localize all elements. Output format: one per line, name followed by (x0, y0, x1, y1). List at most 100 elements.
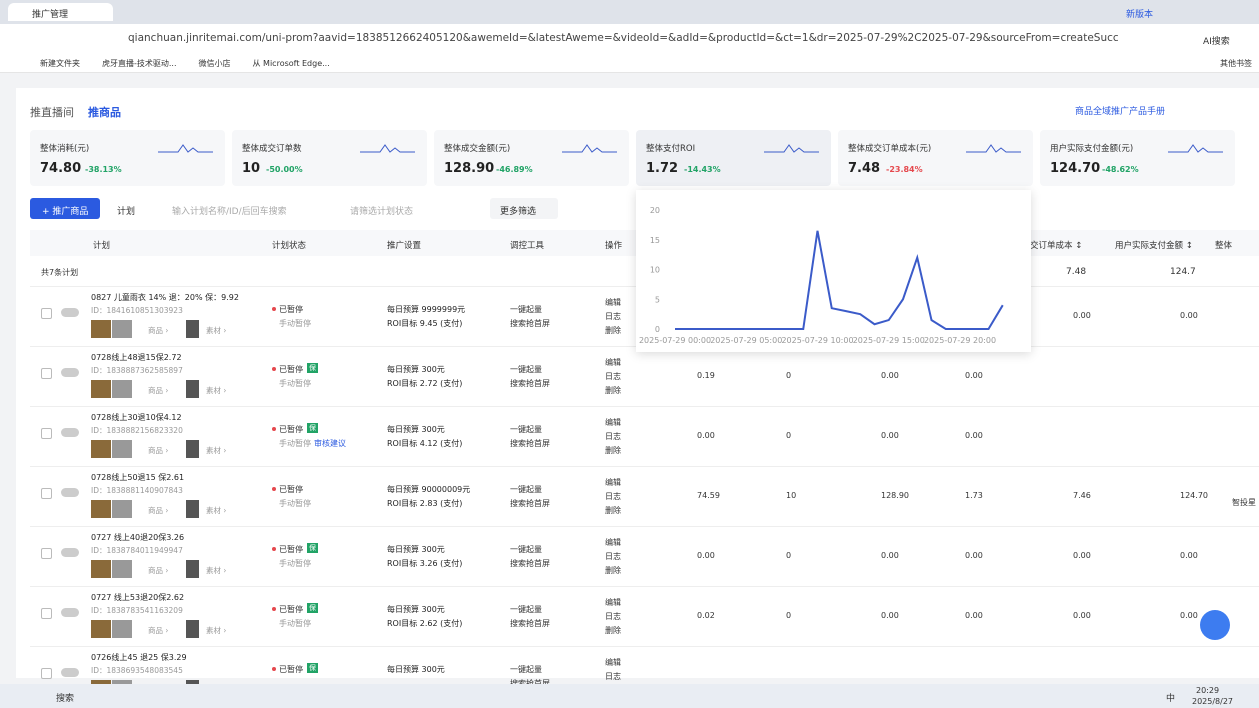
tool-link[interactable]: 一键起量 (510, 304, 542, 315)
op-link[interactable]: 编辑 (605, 477, 621, 488)
op-link[interactable]: 日志 (605, 611, 621, 622)
tool-link[interactable]: 搜索抢首屏 (510, 558, 550, 569)
tool-link[interactable]: 搜索抢首屏 (510, 618, 550, 629)
op-link[interactable]: 编辑 (605, 537, 621, 548)
metric-value: 10 (242, 161, 260, 176)
op-link[interactable]: 编辑 (605, 657, 621, 668)
op-link[interactable]: 删除 (605, 505, 621, 516)
plan-select[interactable]: 计划 (117, 204, 135, 217)
product-link[interactable]: 商品 › (148, 565, 168, 576)
op-link[interactable]: 删除 (605, 325, 621, 336)
ime[interactable]: 中 (1166, 691, 1175, 704)
more-filter-label[interactable]: 更多筛选 (500, 204, 536, 217)
checkbox[interactable] (41, 548, 52, 559)
op-link[interactable]: 日志 (605, 551, 621, 562)
material-link[interactable]: 素材 › (206, 445, 226, 456)
toggle[interactable] (61, 308, 79, 317)
tab-product[interactable]: 推商品 (88, 104, 121, 120)
op-link[interactable]: 编辑 (605, 417, 621, 428)
op-link[interactable]: 删除 (605, 385, 621, 396)
tool-link[interactable]: 搜索抢首屏 (510, 318, 550, 329)
checkbox[interactable] (41, 308, 52, 319)
row-divider (30, 586, 1259, 587)
tool-link[interactable]: 搜索抢首屏 (510, 378, 550, 389)
manual-link[interactable]: 商品全域推广产品手册 (1075, 104, 1165, 117)
material-link[interactable]: 素材 › (206, 505, 226, 516)
add-label[interactable]: + 推广商品 (42, 204, 88, 217)
thumbnail (186, 440, 199, 458)
tool-link[interactable]: 一键起量 (510, 484, 542, 495)
new-version[interactable]: 新版本 (1126, 7, 1153, 20)
material-link[interactable]: 素材 › (206, 565, 226, 576)
toggle[interactable] (61, 488, 79, 497)
bookmark[interactable]: 新建文件夹 (40, 58, 80, 69)
bookmark[interactable]: 微信小店 (199, 58, 231, 69)
search-input[interactable]: 输入计划名称/ID/后回车搜索 (172, 204, 287, 217)
ai-search[interactable]: AI搜索 (1203, 34, 1230, 47)
tab-title[interactable]: 推广管理 (32, 7, 68, 20)
checkbox[interactable] (41, 368, 52, 379)
bookmark[interactable]: 虎牙直播-技术驱动... (102, 58, 177, 69)
checkbox[interactable] (41, 608, 52, 619)
op-link[interactable]: 删除 (605, 445, 621, 456)
assistant-label[interactable]: 智投星 (1232, 497, 1256, 508)
plan-name: 0728线上30退10保4.12 (91, 412, 182, 423)
metric-card[interactable]: 用户实际支付金额(元)124.70-48.62% (1040, 130, 1235, 186)
status: 已暂停 (279, 664, 303, 675)
metric-card[interactable]: 整体成交订单数10-50.00% (232, 130, 427, 186)
tool-link[interactable]: 搜索抢首屏 (510, 498, 550, 509)
tool-link[interactable]: 一键起量 (510, 664, 542, 675)
status-select[interactable]: 请筛选计划状态 (350, 204, 413, 217)
op-link[interactable]: 删除 (605, 625, 621, 636)
metric-card[interactable]: 整体支付ROI1.72-14.43% (636, 130, 831, 186)
advice-link[interactable]: 审核建议 (314, 438, 346, 449)
summary-paid: 124.7 (1170, 267, 1196, 277)
product-link[interactable]: 商品 › (148, 505, 168, 516)
checkbox[interactable] (41, 488, 52, 499)
op-link[interactable]: 日志 (605, 311, 621, 322)
op-link[interactable]: 日志 (605, 671, 621, 682)
url[interactable]: qianchuan.jinritemai.com/uni-prom?aavid=… (128, 32, 1118, 44)
time: 20:29 (1196, 686, 1219, 695)
toggle[interactable] (61, 668, 79, 677)
op-link[interactable]: 编辑 (605, 297, 621, 308)
material-link[interactable]: 素材 › (206, 325, 226, 336)
roi: ROI目标 9.45 (支付) (387, 318, 462, 329)
metric-card[interactable]: 整体消耗(元)74.80-38.13% (30, 130, 225, 186)
product-link[interactable]: 商品 › (148, 625, 168, 636)
op-link[interactable]: 编辑 (605, 357, 621, 368)
tool-link[interactable]: 一键起量 (510, 364, 542, 375)
product-link[interactable]: 商品 › (148, 445, 168, 456)
metric-card[interactable]: 整体成交订单成本(元)7.48-23.84% (838, 130, 1033, 186)
metric-cell: 0 (786, 551, 791, 560)
taskbar-search[interactable]: 搜索 (56, 691, 74, 704)
bookmark[interactable]: 从 Microsoft Edge... (253, 58, 330, 69)
product-link[interactable]: 商品 › (148, 325, 168, 336)
material-link[interactable]: 素材 › (206, 385, 226, 396)
metric-cell: 0.00 (1180, 551, 1198, 560)
checkbox[interactable] (41, 668, 52, 679)
y-tick-label: 10 (650, 266, 660, 275)
op-link[interactable]: 日志 (605, 431, 621, 442)
tool-link[interactable]: 搜索抢首屏 (510, 438, 550, 449)
checkbox[interactable] (41, 428, 52, 439)
op-link[interactable]: 删除 (605, 565, 621, 576)
tool-link[interactable]: 一键起量 (510, 544, 542, 555)
row-divider (30, 646, 1259, 647)
toggle[interactable] (61, 608, 79, 617)
toggle[interactable] (61, 428, 79, 437)
other-bookmarks[interactable]: 其他书签 (1220, 58, 1252, 69)
toggle[interactable] (61, 368, 79, 377)
material-link[interactable]: 素材 › (206, 625, 226, 636)
tab-live[interactable]: 推直播间 (30, 104, 74, 120)
tool-link[interactable]: 一键起量 (510, 424, 542, 435)
status-sub: 手动暂停 (279, 378, 311, 389)
toggle[interactable] (61, 548, 79, 557)
metric-card[interactable]: 整体成交金额(元)128.90-46.89% (434, 130, 629, 186)
product-link[interactable]: 商品 › (148, 385, 168, 396)
op-link[interactable]: 编辑 (605, 597, 621, 608)
tool-link[interactable]: 一键起量 (510, 604, 542, 615)
op-link[interactable]: 日志 (605, 491, 621, 502)
op-link[interactable]: 日志 (605, 371, 621, 382)
float-button[interactable] (1200, 610, 1230, 640)
